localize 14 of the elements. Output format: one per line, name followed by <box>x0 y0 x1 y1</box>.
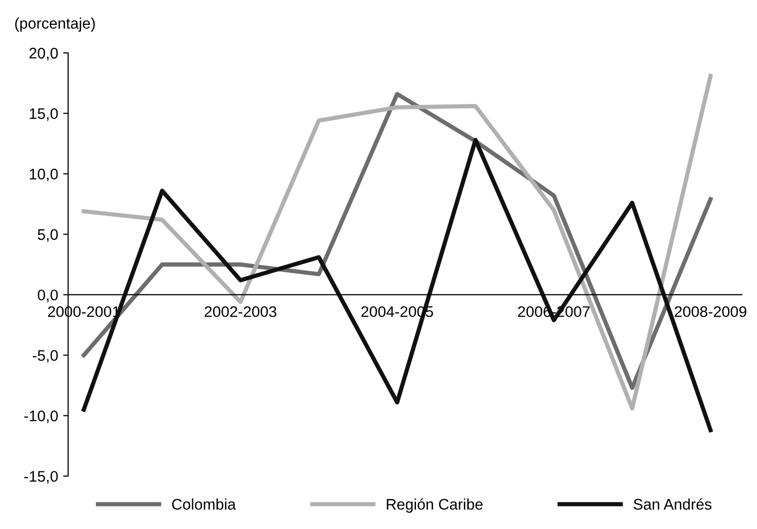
y-tick-label: -10,0 <box>24 410 58 424</box>
y-tick-label: 0,0 <box>38 290 58 302</box>
y-tick-label: -5,0 <box>32 350 58 363</box>
y-tick-label: 5,0 <box>38 229 58 242</box>
legend-label: Colombia <box>172 498 236 510</box>
legend-label: Región Caribe <box>386 498 483 513</box>
y-tick-label: 15,0 <box>30 108 58 121</box>
x-tick-label: 2008-2009 <box>674 306 746 318</box>
y-axis-title: (porcentaje) <box>15 18 95 32</box>
x-tick-label: 2002-2003 <box>204 306 276 318</box>
y-tick-label: 20,0 <box>29 48 58 60</box>
y-tick-label: 10,0 <box>30 168 58 182</box>
legend-label: San Andrés <box>634 498 712 510</box>
y-tick-label: -15,0 <box>24 470 58 484</box>
